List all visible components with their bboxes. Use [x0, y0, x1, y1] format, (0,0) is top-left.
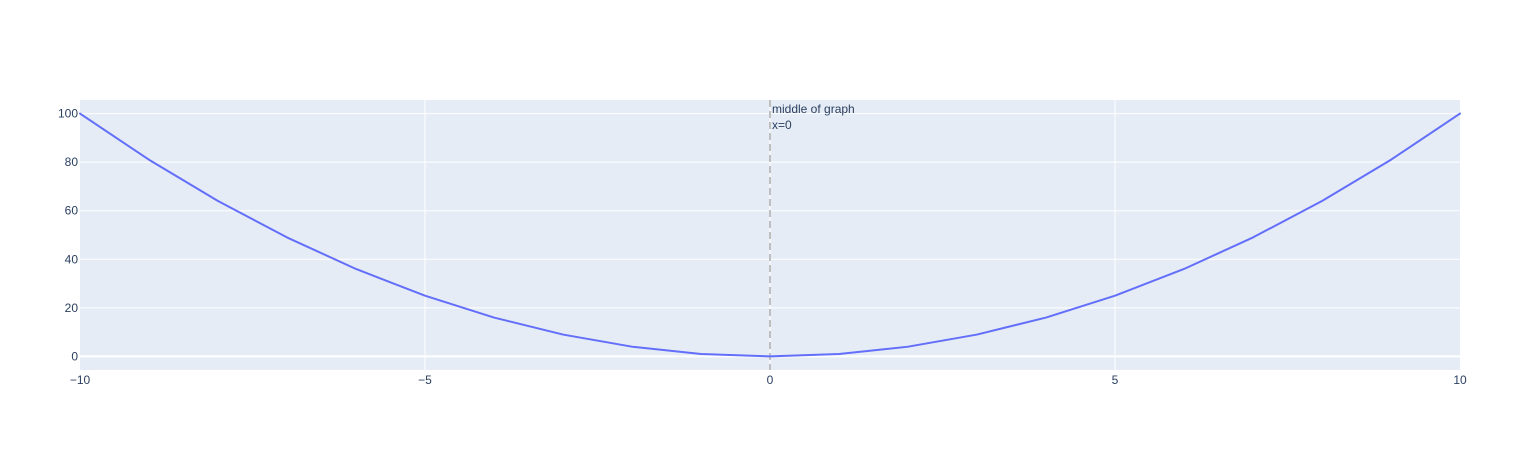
x-tick-label: 5	[1112, 373, 1119, 387]
annotation-text-line: x=0	[772, 118, 792, 132]
y-tick-label: 80	[65, 155, 79, 169]
y-tick-label: 0	[71, 349, 78, 363]
x-tick-label: 10	[1453, 373, 1467, 387]
y-tick-label: 40	[65, 252, 79, 266]
x-tick-label: −5	[418, 373, 432, 387]
y-tick-label: 100	[58, 107, 78, 121]
x-tick-label: 0	[767, 373, 774, 387]
annotation-text-line: middle of graph	[772, 102, 855, 116]
x-tick-label: −10	[70, 373, 91, 387]
y-tick-label: 20	[65, 301, 79, 315]
y-tick-label: 60	[65, 204, 79, 218]
